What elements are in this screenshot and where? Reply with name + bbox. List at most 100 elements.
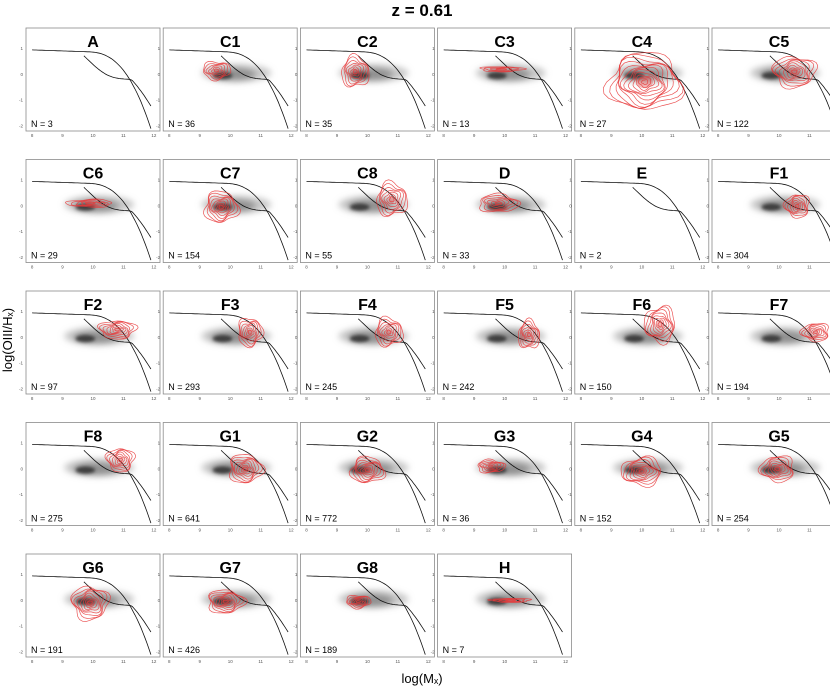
x-tick-label: 8 bbox=[168, 133, 171, 138]
y-tick-label: 0 bbox=[295, 335, 298, 340]
demarcation-curve-lower bbox=[83, 581, 152, 633]
panel-title: D bbox=[499, 166, 511, 183]
y-tick-label: 0 bbox=[295, 203, 298, 208]
panel-title: F8 bbox=[84, 429, 103, 446]
x-tick-label: 12 bbox=[426, 265, 432, 270]
x-tick-label: 10 bbox=[502, 265, 508, 270]
demarcation-curve-lower bbox=[83, 318, 152, 370]
x-tick-label: 10 bbox=[228, 133, 234, 138]
class-contours bbox=[64, 198, 113, 208]
x-tick-label: 11 bbox=[396, 396, 401, 401]
x-tick-label: 8 bbox=[31, 265, 34, 270]
y-tick-label: -1 bbox=[19, 624, 23, 629]
panel-title: A bbox=[87, 34, 99, 51]
x-tick-label: 12 bbox=[426, 396, 432, 401]
y-tick-label: 0 bbox=[158, 203, 161, 208]
panel-frame bbox=[437, 290, 573, 395]
x-tick-label: 11 bbox=[258, 133, 263, 138]
x-tick-label: 8 bbox=[168, 528, 171, 533]
x-tick-label: 11 bbox=[807, 133, 812, 138]
y-tick-label: 0 bbox=[158, 335, 161, 340]
x-tick-label: 10 bbox=[776, 528, 782, 533]
x-tick-label: 11 bbox=[396, 528, 401, 533]
x-tick-label: 9 bbox=[610, 133, 613, 138]
panel-count: N = 122 bbox=[717, 119, 749, 129]
y-tick-label: -2 bbox=[431, 386, 435, 391]
x-tick-label: 12 bbox=[426, 133, 432, 138]
demarcation-curve-lower bbox=[769, 450, 830, 491]
y-tick-label: 1 bbox=[432, 178, 435, 183]
demarcation-curve-upper bbox=[718, 181, 830, 243]
x-tick-label: 12 bbox=[563, 528, 569, 533]
class-contours bbox=[771, 56, 819, 90]
demarcation-curve-upper bbox=[32, 49, 152, 129]
demarcation-curve-upper bbox=[169, 312, 289, 392]
x-tick-label: 9 bbox=[747, 133, 750, 138]
y-tick-label: -2 bbox=[293, 649, 297, 654]
class-contours bbox=[203, 61, 232, 82]
class-contours bbox=[341, 53, 370, 88]
y-tick-label: 1 bbox=[295, 572, 298, 577]
y-tick-label: -2 bbox=[431, 649, 435, 654]
x-tick-label: 11 bbox=[121, 659, 126, 664]
x-tick-label: 9 bbox=[336, 659, 339, 664]
y-tick-label: -1 bbox=[156, 229, 160, 234]
y-tick-label: -1 bbox=[568, 98, 572, 103]
x-tick-label: 12 bbox=[289, 396, 295, 401]
y-tick-label: -2 bbox=[156, 123, 160, 128]
panel-title: F7 bbox=[770, 297, 789, 314]
x-tick-label: 9 bbox=[198, 265, 201, 270]
x-tick-label: 9 bbox=[61, 265, 64, 270]
panel-count: N = 242 bbox=[443, 382, 475, 392]
y-tick-label: -1 bbox=[431, 229, 435, 234]
demarcation-curve-upper bbox=[443, 444, 563, 524]
panel-count: N = 254 bbox=[717, 514, 749, 524]
x-tick-label: 10 bbox=[90, 659, 96, 664]
y-tick-label: 0 bbox=[569, 72, 572, 77]
x-tick-label: 9 bbox=[61, 396, 64, 401]
panel-frame bbox=[299, 27, 435, 132]
y-tick-label: 1 bbox=[432, 46, 435, 51]
y-tick-label: -2 bbox=[156, 255, 160, 260]
panel-frame bbox=[299, 553, 435, 658]
y-tick-label: -1 bbox=[293, 624, 297, 629]
y-tick-label: 0 bbox=[706, 335, 709, 340]
demarcation-curve-upper bbox=[32, 444, 152, 524]
x-tick-label: 9 bbox=[198, 659, 201, 664]
x-tick-label: 11 bbox=[258, 396, 263, 401]
demarcation-curve-lower bbox=[83, 187, 152, 238]
panel-frame bbox=[437, 422, 573, 526]
x-tick-label: 11 bbox=[533, 659, 538, 664]
x-tick-label: 10 bbox=[639, 265, 645, 270]
demarcation-curve-upper bbox=[443, 49, 563, 129]
x-tick-label: 8 bbox=[31, 396, 34, 401]
x-tick-label: 11 bbox=[533, 396, 538, 401]
demarcation-curve-lower bbox=[83, 55, 152, 107]
panel-count: N = 191 bbox=[31, 645, 63, 655]
class-contours bbox=[620, 455, 662, 488]
y-tick-label: -1 bbox=[293, 492, 297, 497]
y-tick-label: -1 bbox=[705, 492, 709, 497]
panel-title: G4 bbox=[631, 429, 652, 446]
panel-frame bbox=[299, 422, 435, 526]
demarcation-curve-upper bbox=[32, 312, 152, 392]
y-tick-label: 0 bbox=[569, 335, 572, 340]
class-contours bbox=[374, 315, 404, 348]
class-contours bbox=[643, 304, 676, 346]
x-tick-label: 8 bbox=[168, 659, 171, 664]
y-tick-label: -2 bbox=[19, 518, 23, 523]
x-tick-label: 8 bbox=[442, 528, 445, 533]
class-contours bbox=[203, 190, 241, 223]
x-tick-label: 11 bbox=[670, 265, 675, 270]
x-tick-label: 8 bbox=[31, 133, 34, 138]
x-tick-label: 8 bbox=[442, 265, 445, 270]
y-tick-label: -2 bbox=[19, 123, 23, 128]
panel-frame bbox=[162, 27, 298, 132]
x-tick-label: 9 bbox=[473, 396, 476, 401]
class-contours bbox=[479, 66, 527, 73]
panel-frame bbox=[711, 422, 830, 526]
x-tick-label: 9 bbox=[473, 659, 476, 664]
